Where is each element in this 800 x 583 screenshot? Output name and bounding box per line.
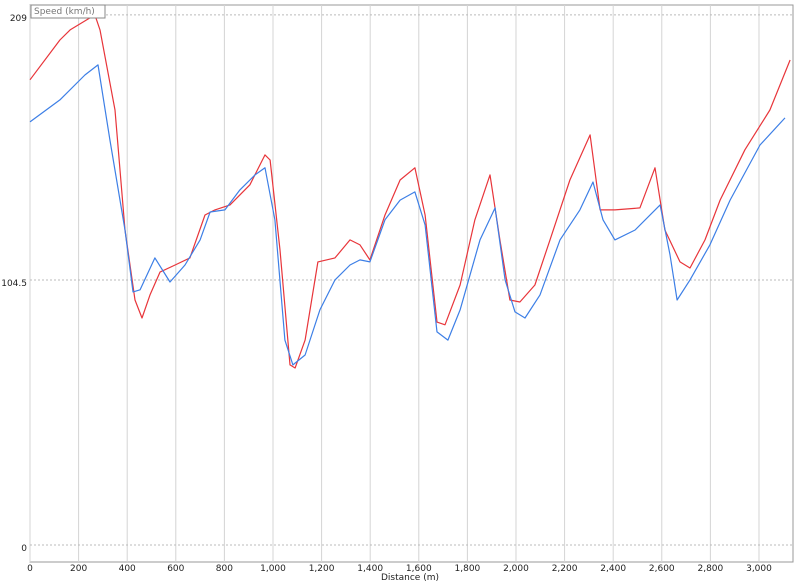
x-tick-label: 3,000 — [746, 564, 772, 574]
x-tick-label: 2,400 — [600, 564, 626, 574]
speed-line — [29, 64, 786, 366]
x-tick-label: 1,200 — [309, 564, 335, 574]
x-tick-label: 1,800 — [455, 564, 481, 574]
x-tick-label: 2,800 — [697, 564, 723, 574]
x-tick-label: 200 — [70, 564, 87, 574]
x-tick-label: 2,000 — [503, 564, 529, 574]
y-tick-label: 0 — [21, 544, 27, 554]
y-tick-label: 104.5 — [1, 279, 27, 289]
x-tick-label: 1,000 — [260, 564, 286, 574]
x-axis-title: Distance (m) — [381, 573, 439, 583]
x-tick-label: 400 — [119, 564, 136, 574]
x-tick-label: 0 — [27, 564, 33, 574]
lines — [29, 14, 791, 369]
x-tick-label: 2,600 — [649, 564, 675, 574]
speed-line — [29, 14, 791, 369]
y-label-box — [30, 4, 106, 19]
plot-area — [29, 4, 794, 563]
x-tick-label: 2,200 — [552, 564, 578, 574]
x-tick-label: 1,600 — [406, 564, 432, 574]
y-axis-title: Speed (km/h) — [34, 7, 95, 17]
x-tick-label: 1,400 — [357, 564, 383, 574]
y-tick-label: 209 — [10, 14, 27, 24]
x-tick-label: 600 — [167, 564, 184, 574]
x-tick-label: 800 — [216, 564, 233, 574]
grid — [29, 5, 793, 562]
